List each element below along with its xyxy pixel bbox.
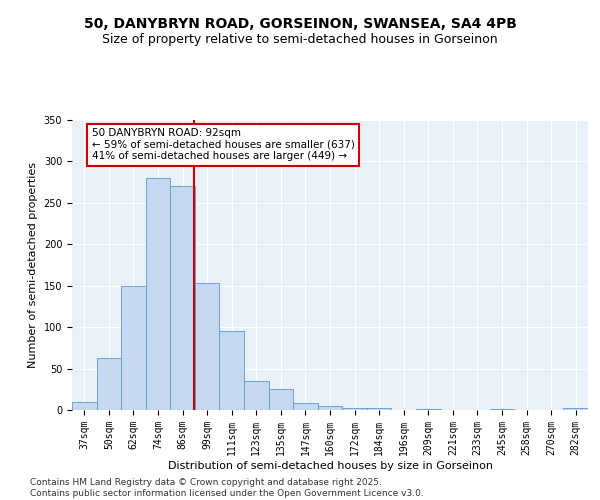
Bar (293, 402, 318, 410)
Bar (220, 332, 244, 410)
Bar (416, 409, 440, 410)
X-axis label: Distribution of semi-detached houses by size in Gorseinon: Distribution of semi-detached houses by … (167, 460, 493, 470)
Bar (170, 186, 195, 410)
Text: 50, DANYBRYN ROAD, GORSEINON, SWANSEA, SA4 4PB: 50, DANYBRYN ROAD, GORSEINON, SWANSEA, S… (83, 18, 517, 32)
Bar (318, 406, 342, 410)
Bar (367, 408, 391, 410)
Bar (490, 409, 514, 410)
Bar (244, 381, 269, 410)
Bar (195, 283, 220, 410)
Bar (269, 390, 293, 410)
Text: Size of property relative to semi-detached houses in Gorseinon: Size of property relative to semi-detach… (102, 32, 498, 46)
Text: Contains HM Land Registry data © Crown copyright and database right 2025.
Contai: Contains HM Land Registry data © Crown c… (30, 478, 424, 498)
Text: 50 DANYBRYN ROAD: 92sqm
← 59% of semi-detached houses are smaller (637)
41% of s: 50 DANYBRYN ROAD: 92sqm ← 59% of semi-de… (92, 128, 355, 162)
Bar (563, 408, 588, 410)
Bar (342, 408, 367, 410)
Bar (97, 358, 121, 410)
Bar (146, 178, 170, 410)
Bar (121, 286, 146, 410)
Y-axis label: Number of semi-detached properties: Number of semi-detached properties (28, 162, 38, 368)
Bar (72, 402, 97, 410)
